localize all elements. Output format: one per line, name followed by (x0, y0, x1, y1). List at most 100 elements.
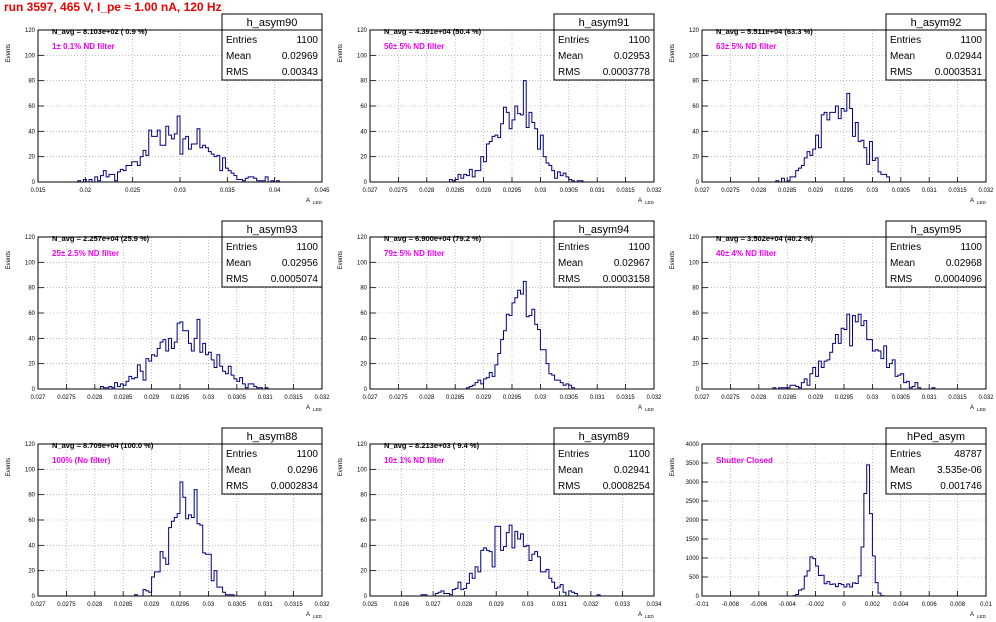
x-axis-subscript: LED (313, 200, 323, 205)
stats-label: RMS (558, 274, 581, 285)
stats-value: 48787 (954, 449, 982, 460)
y-tick-label: 1000 (686, 556, 700, 562)
stats-label: RMS (890, 274, 913, 285)
y-axis-title: Events (338, 458, 344, 476)
x-axis-title: A (970, 612, 974, 618)
stats-title: h_asym92 (911, 17, 962, 29)
histogram-h_asym94: 0.027 0.0275 0.028 0.0285 0.029 0.0295 0.03 0.0… (338, 220, 662, 412)
x-tick-label: 0.027 (362, 188, 378, 194)
annotation-label: 40± 4% ND filter (716, 249, 776, 258)
x-tick-label: 0.03 (174, 188, 186, 194)
x-tick-label: 0.032 (646, 188, 662, 194)
x-tick-label: 0.027 (426, 602, 442, 608)
y-tick-label: 100 (357, 467, 368, 473)
x-tick-label: 0.031 (922, 188, 938, 194)
annotation-label: 63± 5% ND filter (716, 42, 776, 51)
y-tick-label: 0 (696, 387, 700, 393)
y-tick-label: 2500 (686, 499, 700, 505)
histogram-h_asym89: 0.025 0.026 0.027 0.028 0.029 0.03 0.031 0.032 0… (338, 427, 662, 619)
histogram-line (370, 524, 654, 597)
y-tick-label: 40 (28, 129, 35, 135)
x-tick-label: 0.031 (552, 602, 568, 608)
x-tick-label: -0.004 (779, 602, 797, 608)
x-tick-label: 0.0315 (616, 395, 635, 401)
x-tick-label: 0.033 (615, 602, 631, 608)
y-tick-label: 0 (364, 594, 368, 600)
x-tick-label: 0.03 (867, 395, 879, 401)
y-tick-label: 100 (689, 260, 700, 266)
x-tick-label: 0.0295 (171, 602, 190, 608)
x-tick-label: 0.0285 (114, 395, 133, 401)
y-axis-title: Events (670, 251, 676, 269)
x-tick-label: 0.027 (694, 395, 710, 401)
stats-value: 0.0002834 (271, 481, 319, 492)
navg-label: N_avg = 4.391e+04 (50.4 %) (384, 27, 482, 36)
y-tick-label: 100 (357, 53, 368, 59)
x-axis-title: A (306, 198, 310, 204)
navg-label: N_avg = 5.511e+04 (63.3 %) (716, 27, 813, 36)
stats-value: 3.535e-06 (937, 465, 982, 476)
y-tick-label: 40 (28, 543, 35, 549)
stats-title: h_asym93 (247, 224, 298, 236)
x-tick-label: 0.0275 (721, 188, 740, 194)
stats-label: RMS (226, 67, 249, 78)
navg-label: N_avg = 2.257e+04 (25.9 %) (52, 234, 150, 243)
y-tick-label: 0 (696, 180, 700, 186)
x-tick-label: 0.008 (950, 602, 966, 608)
y-tick-label: 120 (357, 442, 368, 448)
x-tick-label: 0.028 (457, 602, 473, 608)
y-tick-label: 20 (692, 155, 699, 161)
stats-box (553, 220, 655, 288)
stats-label: Entries (558, 242, 589, 253)
y-tick-label: 100 (25, 260, 36, 266)
x-tick-label: 0.032 (978, 395, 994, 401)
stats-value: 0.02941 (614, 465, 651, 476)
y-tick-label: 40 (360, 129, 367, 135)
stats-value: 0.0296 (287, 465, 318, 476)
stats-value: 1100 (960, 35, 982, 46)
x-tick-label: 0.03 (535, 188, 547, 194)
y-tick-label: 80 (692, 286, 699, 292)
y-tick-label: 40 (28, 336, 35, 342)
x-tick-label: 0.02 (79, 188, 91, 194)
stats-value: 0.0003778 (603, 67, 651, 78)
stats-title: h_asym94 (579, 224, 630, 236)
annotation-label: Shutter Closed (716, 456, 773, 465)
stats-title: h_asym91 (579, 17, 630, 29)
y-tick-label: 60 (692, 104, 699, 110)
x-axis-subscript: LED (313, 407, 323, 412)
y-tick-label: 4000 (686, 442, 700, 448)
stats-box (221, 13, 323, 81)
x-axis-subscript: LED (645, 614, 655, 619)
x-tick-label: 0.04 (269, 188, 281, 194)
y-tick-label: 120 (357, 28, 368, 34)
x-tick-label: 0.0295 (835, 188, 854, 194)
stats-box (885, 220, 987, 288)
x-tick-label: 0.025 (362, 602, 378, 608)
x-tick-label: 0.0295 (835, 395, 854, 401)
y-axis-title: Events (670, 458, 676, 476)
annotation-label: 79± 5% ND filter (384, 249, 444, 258)
x-tick-label: 0.0315 (284, 602, 303, 608)
y-axis-title: Events (6, 251, 12, 269)
x-tick-label: 0.027 (30, 395, 46, 401)
y-tick-label: 0 (696, 594, 700, 600)
stats-value: 1100 (628, 35, 650, 46)
y-tick-label: 80 (692, 79, 699, 85)
y-tick-label: 100 (25, 467, 36, 473)
stats-value: 0.02968 (946, 258, 983, 269)
x-tick-label: 0.0305 (560, 188, 579, 194)
stats-value: 0.0003531 (935, 67, 983, 78)
x-tick-label: 0.0285 (446, 188, 465, 194)
x-tick-label: 0.0295 (171, 395, 190, 401)
y-tick-label: 60 (692, 311, 699, 317)
x-tick-label: 0.027 (362, 395, 378, 401)
x-tick-label: 0.029 (144, 602, 160, 608)
y-tick-label: 20 (28, 569, 35, 575)
x-axis-subscript: LED (977, 614, 987, 619)
navg-label: N_avg = 3.502e+04 (40.2 %) (716, 234, 814, 243)
stats-value: 0.00343 (282, 67, 319, 78)
stats-value: 0.0008254 (603, 481, 651, 492)
x-tick-label: 0.0315 (616, 188, 635, 194)
